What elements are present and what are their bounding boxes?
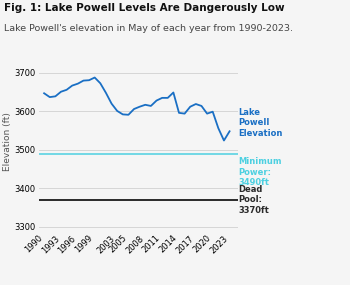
Text: Minimum
Power:
3490ft: Minimum Power: 3490ft — [238, 157, 281, 187]
Y-axis label: Elevation (ft): Elevation (ft) — [3, 112, 12, 170]
Text: Fig. 1: Lake Powell Levels Are Dangerously Low: Fig. 1: Lake Powell Levels Are Dangerous… — [4, 3, 284, 13]
Text: Lake Powell's elevation in May of each year from 1990-2023.: Lake Powell's elevation in May of each y… — [4, 24, 293, 33]
Text: Lake
Powell
Elevation: Lake Powell Elevation — [238, 108, 282, 138]
Text: Dead
Pool:
3370ft: Dead Pool: 3370ft — [238, 185, 269, 215]
